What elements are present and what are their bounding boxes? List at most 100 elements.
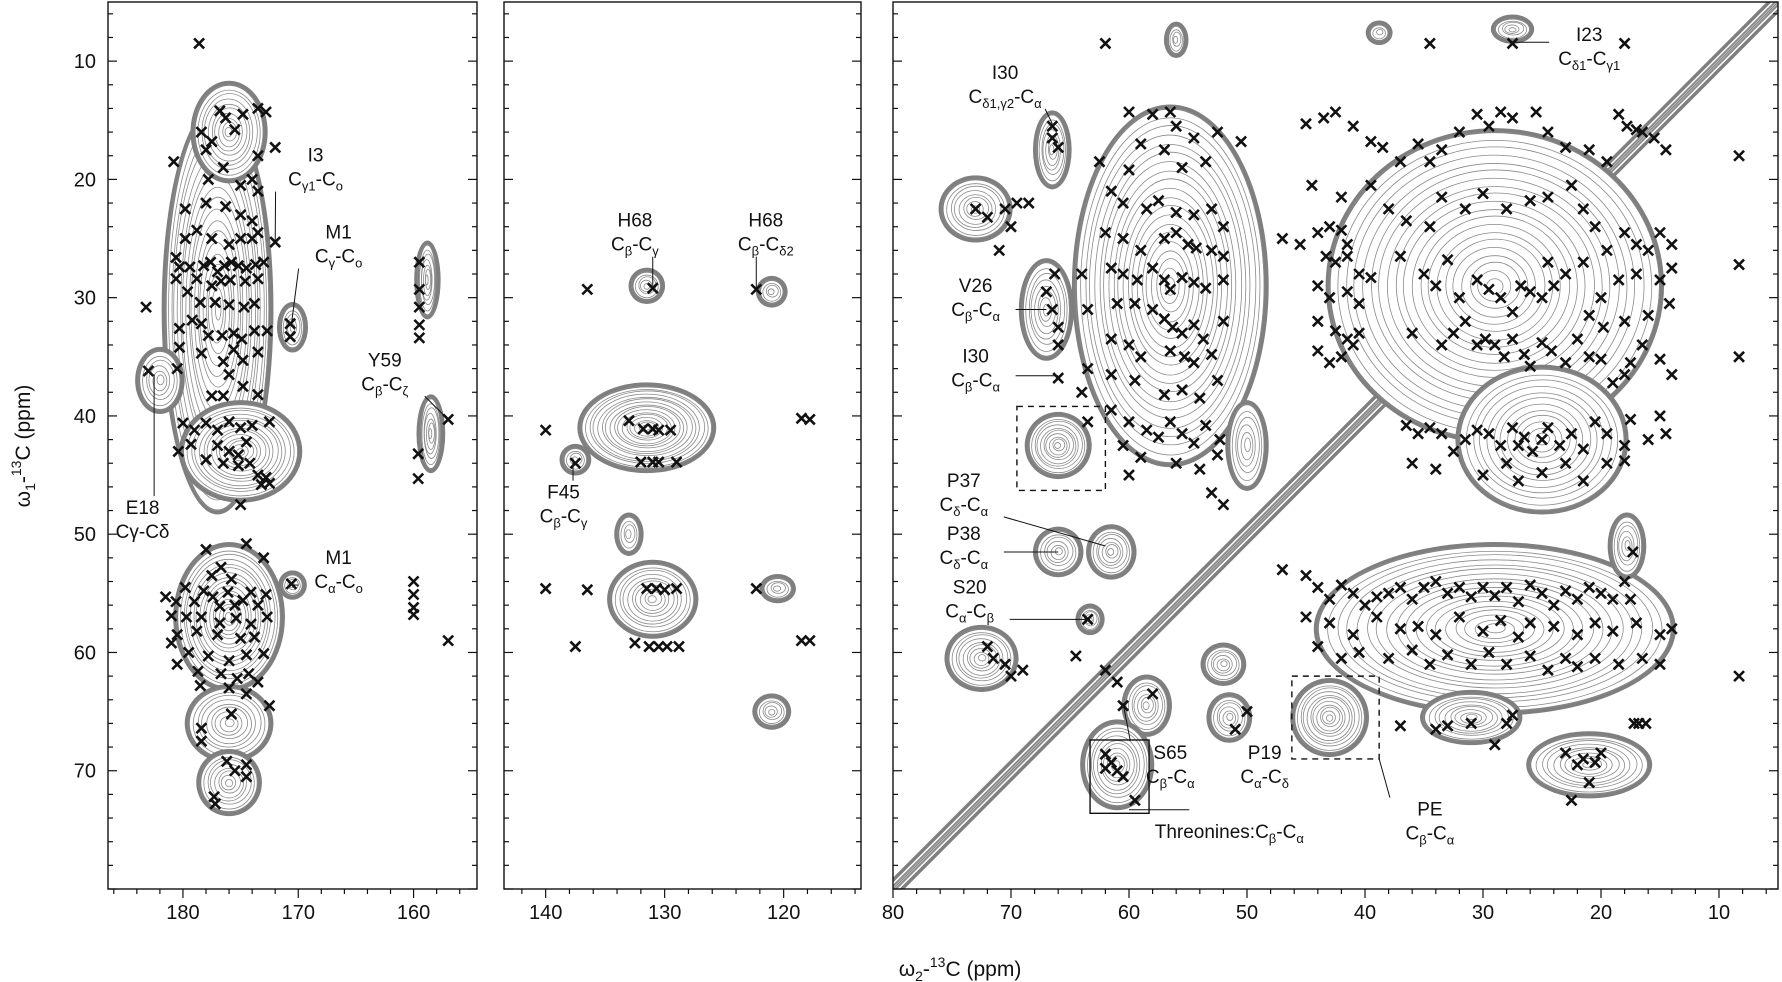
peak-marker xyxy=(1465,590,1478,603)
contour-panel-aromatic xyxy=(559,267,796,730)
peak-marker xyxy=(234,632,247,645)
peak-marker xyxy=(1733,670,1745,683)
peak-marker xyxy=(1453,581,1466,594)
peak-marker xyxy=(1199,282,1212,295)
peak-marker xyxy=(634,456,647,468)
peak-marker xyxy=(232,459,245,472)
peak-marker xyxy=(1597,321,1610,334)
peak-marker xyxy=(1347,628,1360,641)
peak-marker xyxy=(1583,309,1596,322)
peak-marker xyxy=(1412,427,1425,440)
contour-panel-aliphatic xyxy=(893,2,1778,889)
peak-marker xyxy=(223,368,235,381)
peak-marker xyxy=(219,200,232,213)
peak-marker xyxy=(643,640,656,653)
peak-marker xyxy=(1659,427,1672,440)
peak-marker xyxy=(1105,404,1118,416)
peak-marker xyxy=(1600,155,1613,168)
peak-marker xyxy=(1733,149,1745,162)
peak-marker xyxy=(1187,276,1200,289)
peak-marker xyxy=(1134,451,1147,464)
peak-marker xyxy=(1494,106,1507,118)
peak-marker xyxy=(223,682,235,694)
peak-marker xyxy=(1335,350,1348,363)
peak-marker xyxy=(1571,593,1584,606)
peak-marker xyxy=(1654,274,1666,286)
peak-marker xyxy=(1394,719,1407,732)
peak-marker xyxy=(1376,141,1389,154)
peak-marker xyxy=(539,582,552,595)
peak-marker xyxy=(664,424,677,437)
peak-marker xyxy=(1429,723,1442,736)
x-tick-label: 80 xyxy=(882,902,904,924)
peak-marker xyxy=(1636,652,1649,665)
peak-marker xyxy=(1170,120,1183,133)
peak-marker xyxy=(1453,126,1466,139)
peak-marker xyxy=(637,423,650,435)
peak-marker xyxy=(1494,439,1507,452)
peak-marker xyxy=(1400,214,1413,227)
peak-marker xyxy=(1606,625,1619,638)
peak-marker xyxy=(179,581,192,594)
contour-blob xyxy=(1607,512,1647,580)
peak-marker xyxy=(1341,238,1354,251)
peak-annotation: P37 Cδ-Cα xyxy=(940,471,1106,547)
peak-marker xyxy=(228,764,241,777)
peak-marker xyxy=(1164,344,1177,357)
peak-marker xyxy=(234,179,247,192)
peak-marker xyxy=(750,582,763,595)
contour-blob xyxy=(1420,689,1523,746)
contour-blob xyxy=(759,573,796,604)
peak-marker xyxy=(1187,132,1200,144)
peak-marker xyxy=(200,417,212,429)
peak-marker xyxy=(1435,427,1448,440)
peak-marker xyxy=(194,679,207,692)
peak-marker xyxy=(1131,274,1144,286)
annotation-line: M1 xyxy=(325,223,351,244)
peak-marker xyxy=(1164,283,1177,296)
peak-marker xyxy=(1630,268,1643,280)
peak-marker xyxy=(1158,232,1171,245)
peak-marker xyxy=(240,436,253,448)
peak-marker xyxy=(1105,262,1118,275)
peak-marker xyxy=(1453,291,1466,304)
peak-marker xyxy=(1595,747,1607,759)
peak-marker xyxy=(1123,469,1135,481)
peak-marker xyxy=(193,37,206,50)
peak-marker xyxy=(1205,348,1218,361)
annotation-line: Cγ-Cδ xyxy=(116,522,170,543)
peak-marker xyxy=(251,346,264,358)
peak-annotation: M1 Cα-Co xyxy=(291,548,363,596)
x-tick-label: 50 xyxy=(1236,902,1258,924)
peak-marker xyxy=(188,595,201,608)
peak-marker xyxy=(442,634,455,647)
peak-marker xyxy=(222,586,234,599)
peak-marker xyxy=(228,123,241,136)
peak-marker xyxy=(179,232,192,245)
peak-marker xyxy=(186,314,199,327)
peak-marker xyxy=(1512,631,1525,644)
peak-marker xyxy=(1524,616,1537,629)
peak-marker xyxy=(248,631,261,644)
peak-marker xyxy=(1600,457,1613,470)
peak-marker xyxy=(260,588,272,601)
peak-annotation: I30 Cδ1,γ2-Cα xyxy=(969,63,1053,125)
peak-marker xyxy=(1506,305,1519,318)
peak-marker xyxy=(1524,579,1537,591)
peak-marker xyxy=(407,588,420,601)
x-tick-label: 160 xyxy=(397,902,430,924)
peak-marker xyxy=(1447,327,1460,340)
peak-marker xyxy=(251,102,264,115)
peak-marker xyxy=(1394,581,1407,594)
peak-marker xyxy=(1170,226,1183,239)
peak-marker xyxy=(1506,37,1519,50)
peak-marker xyxy=(219,111,232,124)
contour-blob xyxy=(628,267,666,305)
peak-marker xyxy=(1205,203,1218,215)
peak-annotation: P19 Cα-Cδ xyxy=(1240,743,1289,791)
peak-marker xyxy=(1075,386,1088,399)
peak-marker xyxy=(1406,327,1419,340)
peak-marker xyxy=(1630,238,1643,251)
peak-marker xyxy=(1323,616,1336,629)
peak-marker xyxy=(1494,614,1507,627)
